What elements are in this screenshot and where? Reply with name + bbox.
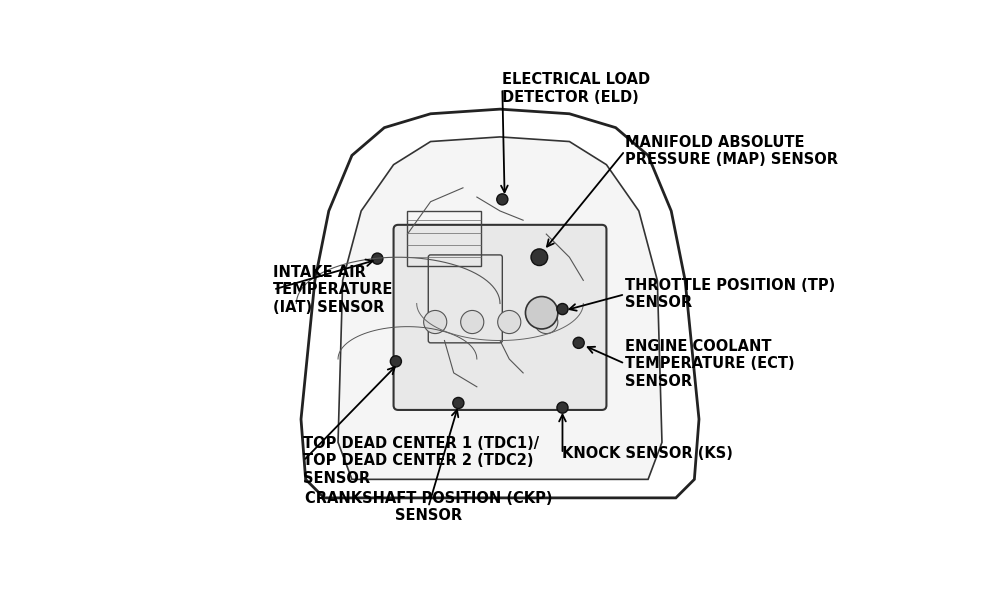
Text: KNOCK SENSOR (KS): KNOCK SENSOR (KS) (562, 447, 733, 462)
Circle shape (535, 311, 558, 334)
Text: INTAKE AIR
TEMPERATURE
(IAT) SENSOR: INTAKE AIR TEMPERATURE (IAT) SENSOR (273, 264, 394, 314)
Text: ELECTRICAL LOAD
DETECTOR (ELD): ELECTRICAL LOAD DETECTOR (ELD) (502, 72, 650, 105)
Circle shape (424, 311, 447, 334)
Circle shape (498, 311, 521, 334)
Circle shape (525, 296, 558, 329)
Circle shape (497, 194, 508, 205)
FancyBboxPatch shape (394, 225, 606, 410)
Text: ENGINE COOLANT
TEMPERATURE (ECT)
SENSOR: ENGINE COOLANT TEMPERATURE (ECT) SENSOR (625, 339, 795, 389)
Bar (407, 211, 481, 266)
Circle shape (390, 356, 401, 367)
Text: CRANKSHAFT POSITION (CKP)
SENSOR: CRANKSHAFT POSITION (CKP) SENSOR (305, 491, 552, 523)
Circle shape (372, 253, 383, 264)
Text: THROTTLE POSITION (TP)
SENSOR: THROTTLE POSITION (TP) SENSOR (625, 278, 835, 311)
Circle shape (557, 402, 568, 413)
Circle shape (531, 249, 548, 266)
Text: TOP DEAD CENTER 1 (TDC1)/
TOP DEAD CENTER 2 (TDC2)
SENSOR: TOP DEAD CENTER 1 (TDC1)/ TOP DEAD CENTE… (303, 436, 539, 486)
Text: MANIFOLD ABSOLUTE
PRESSURE (MAP) SENSOR: MANIFOLD ABSOLUTE PRESSURE (MAP) SENSOR (625, 135, 838, 167)
Circle shape (461, 311, 484, 334)
PathPatch shape (338, 137, 662, 480)
Circle shape (453, 397, 464, 409)
Circle shape (573, 337, 584, 349)
Circle shape (557, 304, 568, 314)
